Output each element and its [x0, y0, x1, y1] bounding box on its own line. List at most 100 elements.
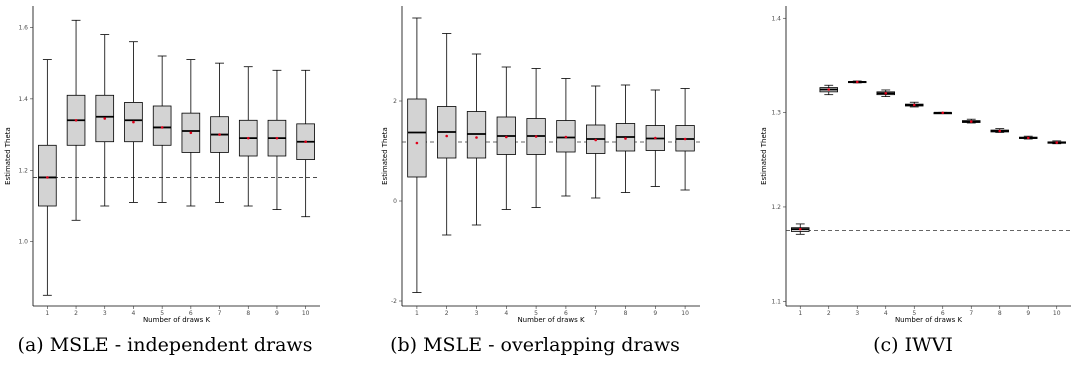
mean-point [683, 137, 687, 141]
x-tick-label-b: 2 [445, 310, 449, 317]
x-tick-label-c: 10 [1053, 310, 1061, 317]
mean-point [654, 136, 657, 140]
mean-point [475, 136, 478, 139]
mean-point [160, 126, 164, 129]
mean-point [218, 133, 221, 136]
box-a-10 [296, 69, 315, 218]
box-c-10 [1047, 140, 1066, 145]
mean-point [855, 80, 859, 84]
x-tick-label-c: 8 [998, 310, 1002, 317]
mean-point [103, 117, 107, 120]
y-tick-label-a: 1.0 [18, 239, 28, 246]
x-tick-label-c: 2 [827, 310, 831, 317]
caption-b: (b) MSLE - overlapping draws [390, 334, 680, 356]
x-axis-title-a: Number of draws K [143, 316, 211, 324]
x-tick-label-b: 5 [534, 310, 538, 317]
x-axis-title-b: Number of draws K [517, 316, 585, 324]
mean-point [275, 136, 279, 140]
y-tick-label-a: 1.2 [18, 167, 28, 174]
caption-c: (c) IWVI [873, 334, 953, 356]
x-axis-title-c: Number of draws K [895, 316, 963, 324]
x-tick-label-c: 9 [1026, 310, 1030, 317]
x-tick-label-c: 6 [941, 310, 945, 317]
chart-a: 1.0 1.2 1.4 1.6 1 2 3 4 5 6 7 8 9 10 Number of draws K… [4, 6, 320, 324]
box-b-7 [586, 85, 606, 199]
box-c-4 [876, 89, 895, 97]
mean-point [46, 176, 49, 179]
box-iqr [38, 144, 57, 207]
mean-point [798, 227, 802, 231]
box-a-1 [38, 59, 57, 296]
mean-point [884, 91, 888, 95]
box-a-7 [210, 62, 229, 203]
mean-point [594, 138, 597, 142]
mean-point [624, 137, 627, 140]
box-c-2 [819, 84, 838, 96]
box-iqr [152, 105, 172, 146]
x-tick-label-a: 10 [302, 310, 310, 317]
box-b-4 [496, 66, 516, 210]
mean-point [827, 88, 831, 91]
box-a-2 [66, 19, 86, 221]
mean-point [445, 134, 449, 138]
x-tick-label-c: 3 [855, 310, 859, 317]
y-tick-label-a: 1.4 [18, 96, 28, 103]
x-tick-label-b: 9 [653, 310, 657, 317]
box-b-8 [615, 84, 636, 193]
x-tick-label-c: 5 [912, 310, 916, 317]
y-axis-title-a: Estimated Theta [4, 127, 12, 185]
box-iqr [407, 98, 427, 178]
x-tick-label-b: 3 [475, 310, 479, 317]
x-tick-label-c: 7 [969, 310, 973, 317]
box-a-9 [267, 69, 287, 210]
box-b-10 [675, 88, 695, 191]
y-tick-label-c: 1.2 [771, 204, 781, 211]
mean-point [998, 129, 1002, 133]
x-tick-label-c: 4 [884, 310, 888, 317]
y-tick-label-b: 2 [393, 98, 397, 105]
mean-point [1055, 141, 1059, 144]
box-b-6 [556, 78, 576, 197]
y-tick-label-b: 0 [393, 198, 397, 205]
box-a-8 [238, 66, 258, 207]
box-a-3 [95, 34, 115, 207]
box-c-9 [1019, 135, 1038, 140]
y-tick-label-a: 1.6 [18, 24, 28, 31]
mean-point [304, 140, 307, 144]
y-tick-label-c: 1.3 [771, 110, 781, 117]
box-b-5 [526, 68, 546, 208]
x-tick-label-a: 4 [132, 310, 136, 317]
box-c-7 [962, 118, 981, 124]
x-tick-label-b: 7 [594, 310, 598, 317]
caption-a: (a) MSLE - independent draws [17, 334, 313, 356]
y-tick-label-c: 1.4 [771, 15, 781, 22]
mean-point [189, 131, 193, 135]
mean-point [534, 135, 538, 138]
box-a-5 [152, 55, 172, 203]
x-tick-label-a: 8 [246, 310, 250, 317]
y-axis-title-c: Estimated Theta [760, 127, 768, 185]
x-tick-label-a: 1 [45, 310, 49, 317]
x-tick-label-a: 3 [103, 310, 107, 317]
mean-point [1026, 136, 1030, 140]
y-axis-title-b: Estimated Theta [381, 127, 389, 185]
box-b-9 [645, 89, 665, 187]
box-a-4 [124, 41, 143, 203]
box-a-6 [181, 59, 201, 207]
box-b-3 [466, 53, 487, 226]
x-tick-label-b: 1 [415, 310, 419, 317]
chart-c: 1.1 1.2 1.3 1.4 1 2 3 4 5 6 7 8 9 10 Number of draws K… [760, 6, 1071, 324]
x-tick-label-a: 7 [218, 310, 222, 317]
x-tick-label-b: 4 [504, 310, 508, 317]
y-tick-label-b: -2 [391, 298, 397, 305]
x-tick-label-b: 8 [624, 310, 628, 317]
box-c-6 [933, 111, 952, 115]
x-tick-label-b: 10 [681, 310, 689, 317]
x-tick-label-a: 9 [275, 310, 279, 317]
mean-point [912, 103, 916, 107]
y-tick-label-c: 1.1 [771, 298, 781, 305]
box-c-1 [791, 223, 810, 235]
x-tick-label-c: 1 [798, 310, 802, 317]
mean-point [969, 120, 973, 123]
